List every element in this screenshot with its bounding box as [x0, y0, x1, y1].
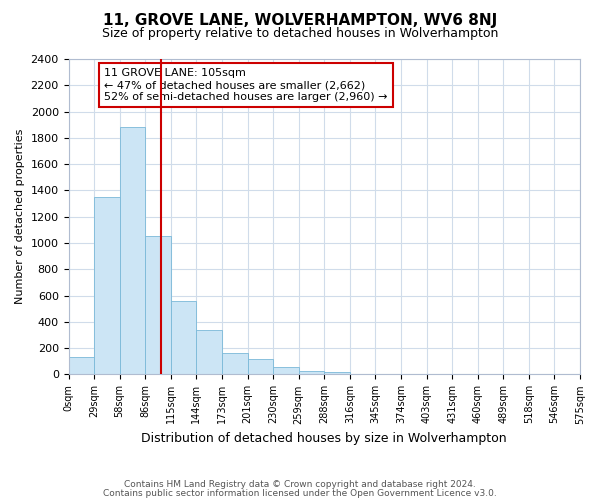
Text: Size of property relative to detached houses in Wolverhampton: Size of property relative to detached ho… — [102, 28, 498, 40]
Bar — [273, 366, 299, 374]
Bar — [68, 356, 94, 374]
Bar — [119, 128, 145, 374]
Bar — [196, 330, 222, 374]
Text: 11, GROVE LANE, WOLVERHAMPTON, WV6 8NJ: 11, GROVE LANE, WOLVERHAMPTON, WV6 8NJ — [103, 12, 497, 28]
Y-axis label: Number of detached properties: Number of detached properties — [15, 129, 25, 304]
Bar — [171, 302, 196, 374]
Bar — [248, 360, 273, 374]
Bar — [299, 371, 324, 374]
Bar — [145, 236, 171, 374]
Bar — [94, 197, 119, 374]
Bar — [222, 353, 248, 374]
X-axis label: Distribution of detached houses by size in Wolverhampton: Distribution of detached houses by size … — [142, 432, 507, 445]
Text: Contains public sector information licensed under the Open Government Licence v3: Contains public sector information licen… — [103, 488, 497, 498]
Text: Contains HM Land Registry data © Crown copyright and database right 2024.: Contains HM Land Registry data © Crown c… — [124, 480, 476, 489]
Bar — [324, 372, 350, 374]
Text: 11 GROVE LANE: 105sqm
← 47% of detached houses are smaller (2,662)
52% of semi-d: 11 GROVE LANE: 105sqm ← 47% of detached … — [104, 68, 388, 102]
